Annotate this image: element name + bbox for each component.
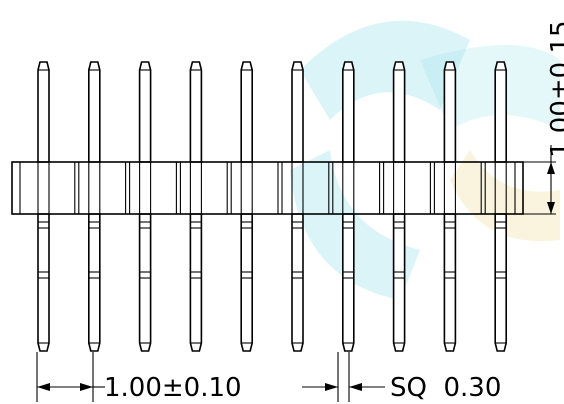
pin: [342, 61, 355, 352]
pin-size-dimension: SQ 0.30: [302, 352, 501, 403]
height-dimension-label: 1.00±0.15: [546, 20, 564, 158]
pin: [291, 61, 304, 352]
pitch-dimension: 1.00±0.10: [36, 352, 242, 403]
pin: [88, 61, 101, 352]
pin-array: [37, 61, 507, 352]
insulator-body: [11, 161, 524, 215]
pin: [37, 61, 50, 352]
pin: [443, 61, 457, 352]
pin: [189, 61, 203, 352]
pin-size-dimension-label: SQ 0.30: [390, 373, 501, 403]
pin: [240, 61, 253, 352]
pitch-dimension-label: 1.00±0.10: [104, 373, 242, 403]
pin: [138, 61, 152, 352]
pin: [392, 61, 406, 352]
height-dimension: 1.00±0.15: [523, 20, 564, 215]
body-dividers: [19, 162, 516, 214]
watermark-logo: [290, 20, 560, 300]
